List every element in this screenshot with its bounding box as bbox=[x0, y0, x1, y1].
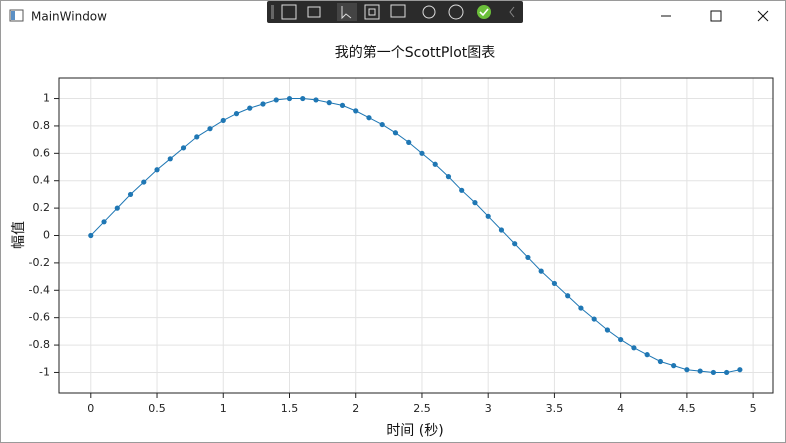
y-tick-label: 0.2 bbox=[33, 201, 51, 214]
data-point bbox=[737, 367, 743, 373]
y-tick-label: 0.4 bbox=[33, 174, 51, 187]
maximize-button[interactable] bbox=[710, 10, 722, 22]
x-tick-label: 0 bbox=[87, 402, 94, 415]
y-tick-label: 0.6 bbox=[33, 146, 51, 159]
data-point bbox=[141, 179, 147, 185]
x-axis-label: 时间 (秒) bbox=[386, 423, 443, 439]
data-point bbox=[366, 115, 372, 121]
data-point bbox=[684, 367, 690, 373]
data-point bbox=[657, 358, 664, 365]
data-point bbox=[644, 352, 650, 358]
y-tick-label: -0.2 bbox=[29, 256, 50, 269]
data-point bbox=[260, 101, 266, 107]
data-point bbox=[353, 108, 359, 114]
data-point bbox=[273, 97, 279, 103]
data-point bbox=[578, 305, 584, 311]
data-point bbox=[459, 187, 465, 193]
window-title: MainWindow bbox=[31, 10, 107, 24]
data-point bbox=[180, 145, 187, 151]
data-point bbox=[432, 161, 438, 167]
x-tick-label: 1.5 bbox=[281, 402, 299, 415]
data-point bbox=[167, 156, 173, 162]
data-point bbox=[207, 126, 213, 132]
close-button[interactable] bbox=[757, 10, 769, 22]
data-point bbox=[406, 139, 412, 145]
x-tick-label: 3 bbox=[485, 402, 492, 415]
data-point bbox=[127, 191, 134, 198]
data-point bbox=[286, 95, 293, 102]
data-point bbox=[525, 254, 531, 261]
data-point bbox=[220, 117, 226, 124]
data-point bbox=[339, 102, 346, 108]
y-tick-label: 0 bbox=[43, 229, 50, 242]
x-tick-label: 2.5 bbox=[413, 402, 431, 415]
x-tick-label: 4.5 bbox=[678, 402, 696, 415]
app-icon bbox=[9, 9, 24, 22]
y-tick-label: 0.8 bbox=[33, 119, 51, 132]
data-point bbox=[392, 130, 399, 136]
y-tick-label: -0.4 bbox=[29, 283, 50, 296]
chart-title: 我的第一个ScottPlot图表 bbox=[335, 44, 496, 61]
debug-toolbar[interactable] bbox=[267, 1, 523, 23]
data-point bbox=[233, 111, 240, 117]
data-point bbox=[671, 363, 677, 369]
data-point bbox=[194, 134, 200, 140]
data-point bbox=[326, 100, 332, 106]
data-point bbox=[101, 219, 107, 225]
data-point bbox=[604, 327, 611, 333]
data-point bbox=[154, 167, 160, 173]
x-tick-label: 1 bbox=[220, 402, 227, 415]
data-point bbox=[485, 213, 491, 219]
x-tick-label: 5 bbox=[750, 402, 757, 415]
data-point bbox=[247, 105, 253, 111]
data-point bbox=[591, 316, 597, 322]
plot-frame bbox=[58, 77, 774, 394]
data-point bbox=[300, 95, 306, 102]
data-point bbox=[618, 336, 624, 343]
y-tick-label: 1 bbox=[43, 92, 50, 105]
data-point bbox=[379, 121, 385, 128]
plot: 0 0.5 1 1.5 2 2.5 3 3.5 4 4.5 5 -1 -0.8 -0.6 -0.4 -0.2 0… bbox=[29, 77, 774, 415]
data-point bbox=[445, 174, 452, 180]
data-point bbox=[313, 97, 319, 103]
data-point bbox=[551, 280, 558, 287]
x-tick-label: 2 bbox=[352, 402, 359, 415]
data-point bbox=[724, 369, 730, 376]
x-tick-label: 3.5 bbox=[546, 402, 564, 415]
data-point bbox=[538, 268, 544, 274]
data-point bbox=[472, 200, 478, 206]
data-point bbox=[88, 232, 94, 239]
y-axis-label: 幅值 bbox=[11, 221, 27, 249]
x-tick-label: 0.5 bbox=[148, 402, 166, 415]
x-tick-label: 4 bbox=[617, 402, 624, 415]
y-tick-label: -0.8 bbox=[29, 338, 50, 351]
data-point bbox=[631, 345, 637, 351]
data-point bbox=[498, 227, 505, 233]
data-point bbox=[565, 293, 571, 299]
data-point bbox=[419, 150, 425, 156]
data-point bbox=[710, 369, 716, 376]
data-point bbox=[512, 241, 518, 247]
y-tick-label: -1 bbox=[39, 365, 50, 378]
data-point bbox=[697, 368, 703, 374]
y-tick-label: -0.6 bbox=[29, 311, 50, 324]
data-point bbox=[114, 205, 120, 211]
